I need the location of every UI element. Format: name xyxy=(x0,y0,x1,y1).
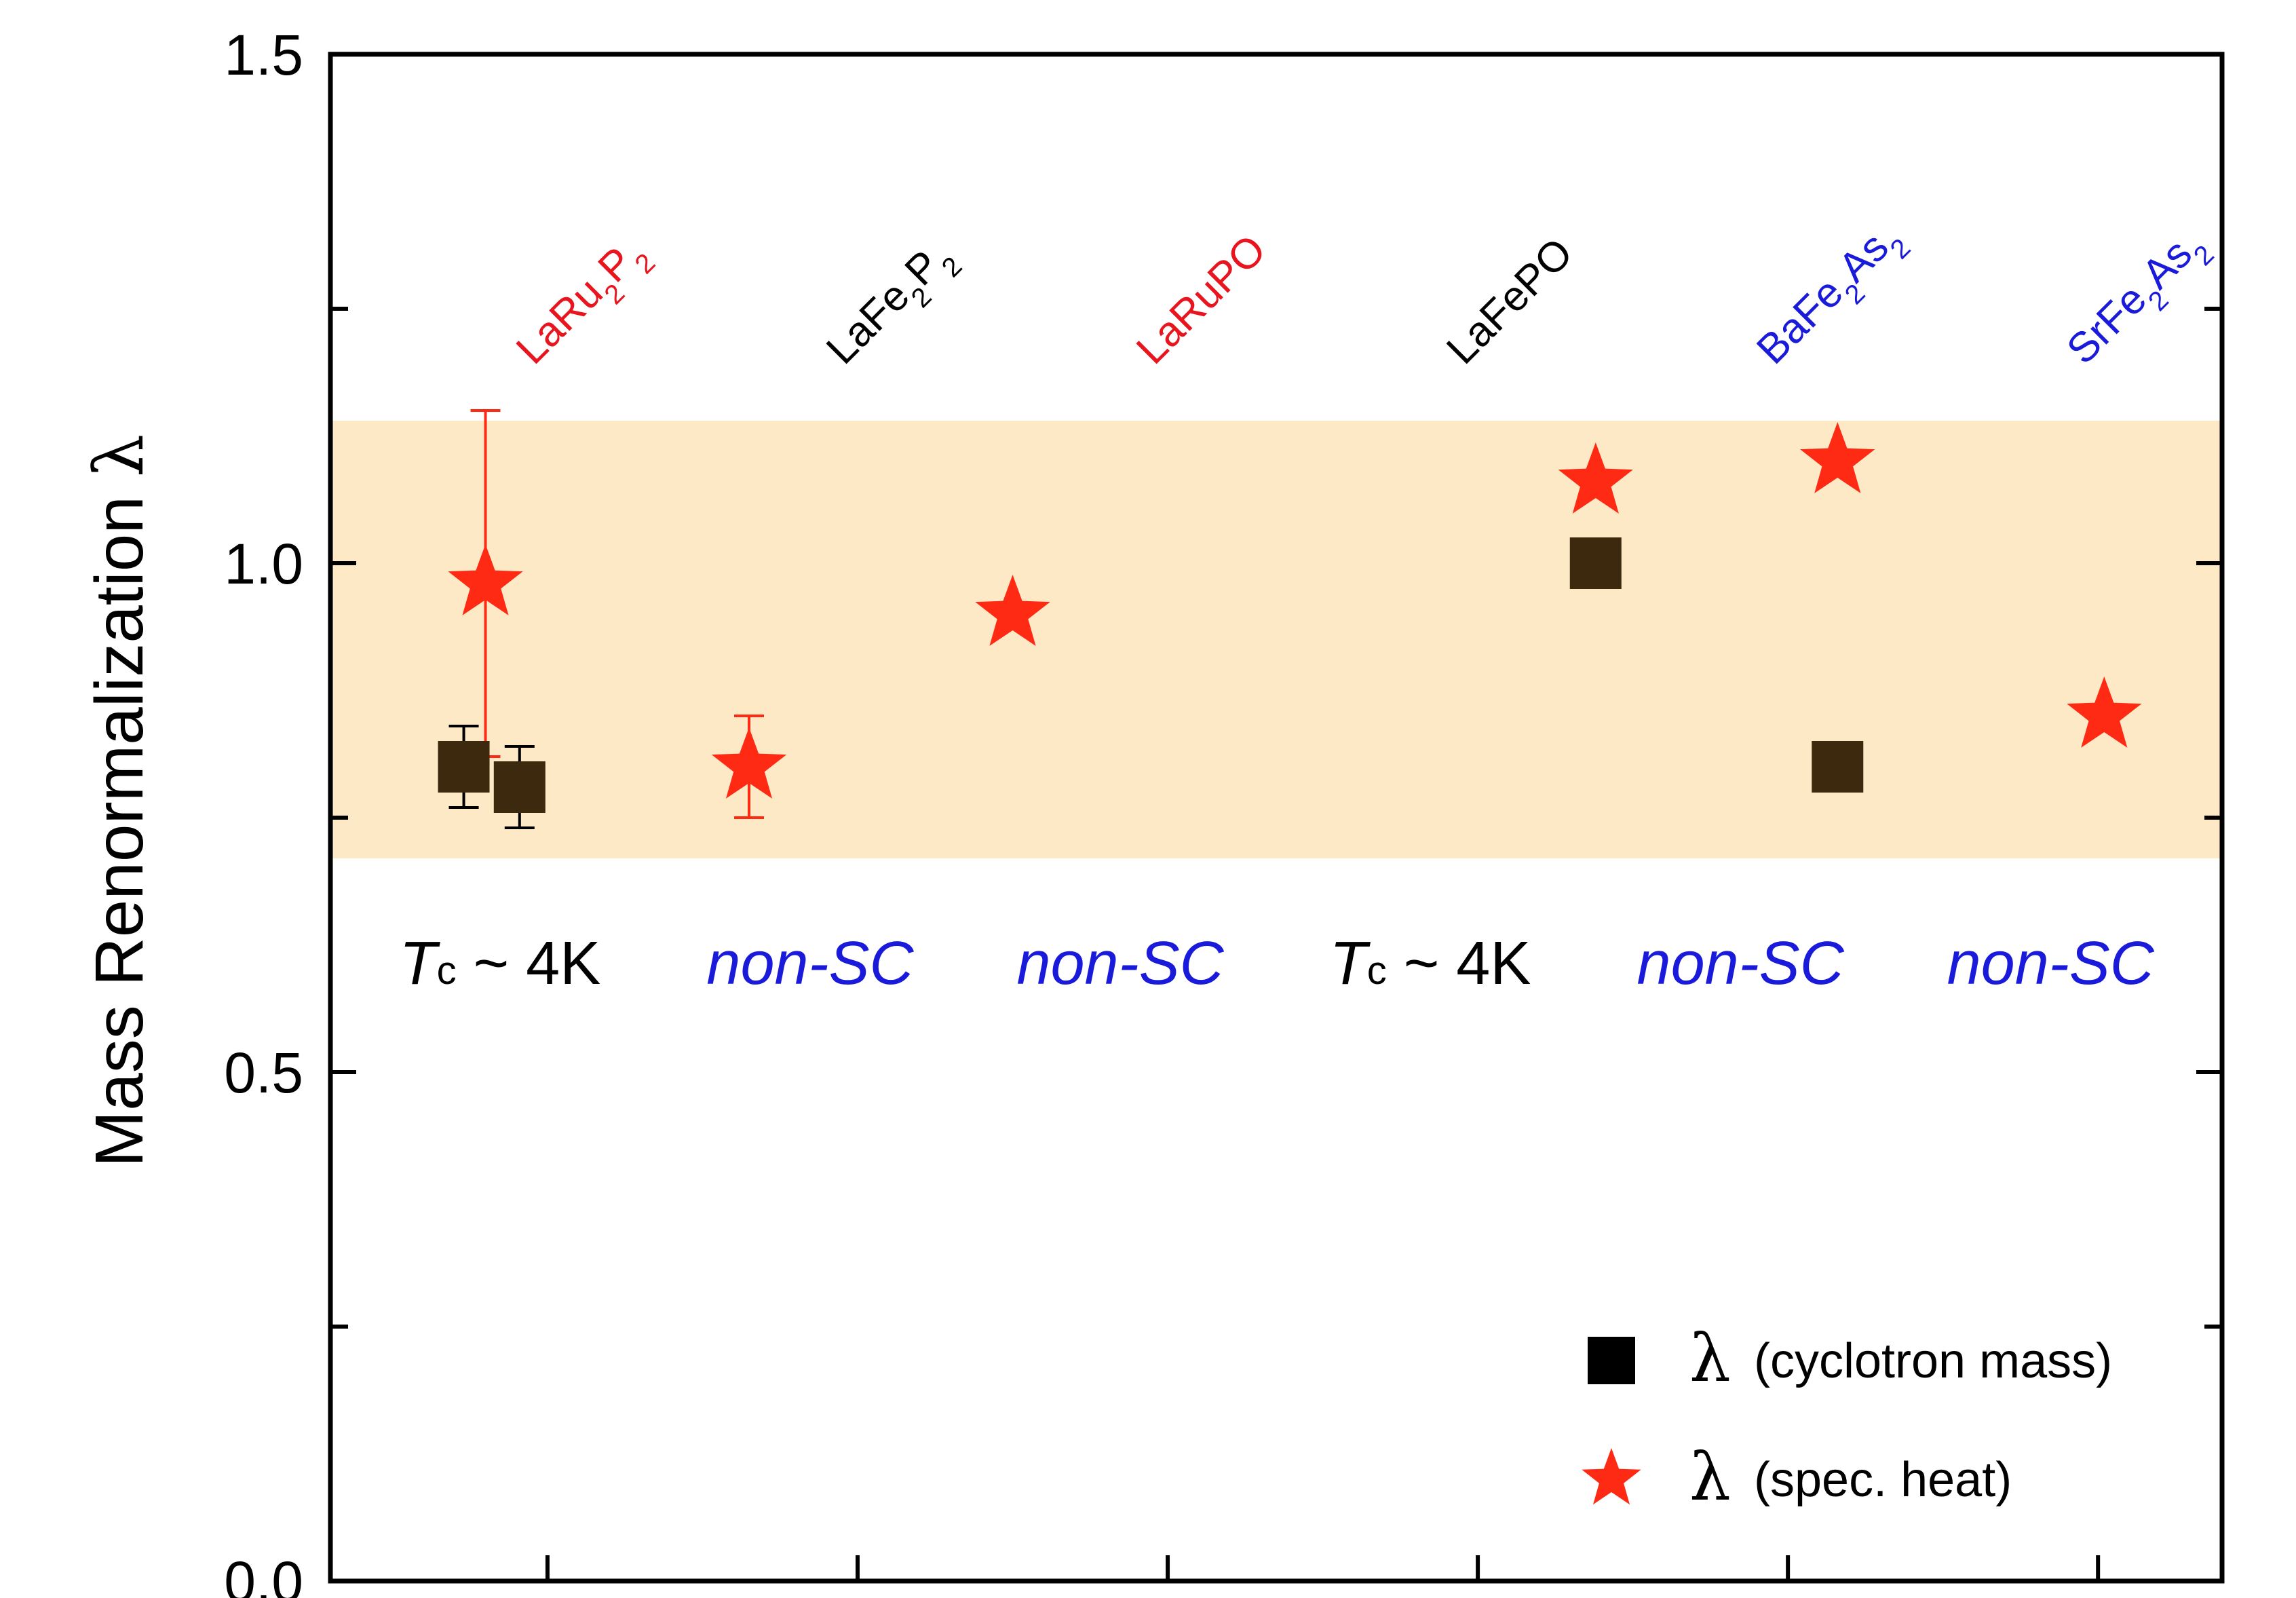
legend-square-marker xyxy=(1588,1337,1635,1384)
status-label: Tc ~ 4K xyxy=(1330,930,1531,997)
status-label: non-SC xyxy=(1016,930,1224,997)
y-tick-label: 0.0 xyxy=(224,1550,303,1598)
compound-label: LaRu2P2 xyxy=(508,228,661,381)
star-point xyxy=(448,544,523,615)
shaded-band xyxy=(330,421,2222,858)
square-point xyxy=(438,741,490,793)
star-point xyxy=(2067,677,2142,748)
status-label: non-SC xyxy=(1947,930,2155,997)
compound-label: LaRuPO xyxy=(1128,226,1275,373)
square-point xyxy=(1812,741,1864,793)
legend-star-marker xyxy=(1582,1448,1641,1505)
y-axis-label: Mass Renormalization λ xyxy=(79,434,159,1167)
y-tick-label: 1.0 xyxy=(224,532,303,596)
status-label: non-SC xyxy=(1637,930,1845,997)
status-label: Tc ~ 4K xyxy=(400,930,601,997)
data-point-layer xyxy=(438,422,2142,813)
star-point xyxy=(975,575,1050,646)
status-label: non-SC xyxy=(706,930,914,997)
legend-lambda: λ xyxy=(1689,1439,1731,1515)
square-point xyxy=(493,761,546,813)
square-point xyxy=(1569,537,1622,589)
compound-label: LaFe2P2 xyxy=(818,231,968,381)
star-point xyxy=(1558,442,1633,514)
star-point xyxy=(1800,422,1875,493)
star-point xyxy=(711,727,787,799)
compound-label: SrFe2As2 xyxy=(2058,219,2219,381)
y-tick-label: 1.5 xyxy=(224,23,303,87)
tick-layer xyxy=(330,52,2222,1583)
legend-lambda: λ xyxy=(1689,1320,1731,1396)
shaded-band-layer xyxy=(330,421,2222,858)
legend-label: (spec. heat) xyxy=(1754,1453,2012,1507)
y-tick-label: 0.5 xyxy=(224,1041,303,1105)
legend-label: (cyclotron mass) xyxy=(1754,1334,2112,1388)
legend: λ (cyclotron mass) λ (spec. heat) xyxy=(1582,1320,2112,1515)
compound-label: LaFePO xyxy=(1438,229,1582,373)
compound-label: BaFe2As2 xyxy=(1748,213,1916,381)
